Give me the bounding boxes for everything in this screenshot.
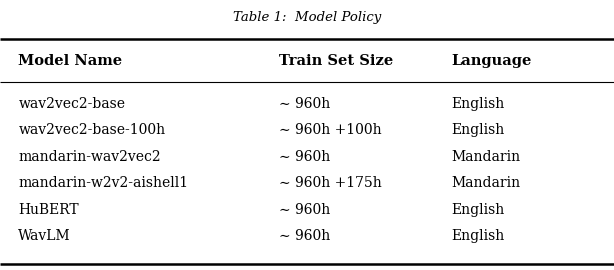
Text: ∼ 960h +100h: ∼ 960h +100h xyxy=(279,123,382,137)
Text: Mandarin: Mandarin xyxy=(451,176,521,190)
Text: ∼ 960h: ∼ 960h xyxy=(279,203,330,217)
Text: English: English xyxy=(451,97,505,111)
Text: Mandarin: Mandarin xyxy=(451,150,521,164)
Text: Train Set Size: Train Set Size xyxy=(279,54,394,68)
Text: WavLM: WavLM xyxy=(18,229,71,243)
Text: English: English xyxy=(451,123,505,137)
Text: English: English xyxy=(451,203,505,217)
Text: ∼ 960h: ∼ 960h xyxy=(279,97,330,111)
Text: ∼ 960h: ∼ 960h xyxy=(279,150,330,164)
Text: mandarin-wav2vec2: mandarin-wav2vec2 xyxy=(18,150,161,164)
Text: HuBERT: HuBERT xyxy=(18,203,79,217)
Text: Table 1:  Model Policy: Table 1: Model Policy xyxy=(233,11,381,24)
Text: English: English xyxy=(451,229,505,243)
Text: Model Name: Model Name xyxy=(18,54,123,68)
Text: ∼ 960h +175h: ∼ 960h +175h xyxy=(279,176,382,190)
Text: wav2vec2-base-100h: wav2vec2-base-100h xyxy=(18,123,166,137)
Text: ∼ 960h: ∼ 960h xyxy=(279,229,330,243)
Text: Language: Language xyxy=(451,54,532,68)
Text: mandarin-w2v2-aishell1: mandarin-w2v2-aishell1 xyxy=(18,176,188,190)
Text: wav2vec2-base: wav2vec2-base xyxy=(18,97,125,111)
